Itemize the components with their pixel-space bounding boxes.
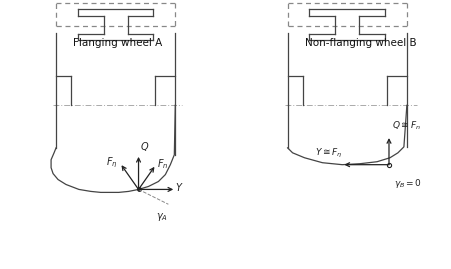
Text: $\gamma_A$: $\gamma_A$: [156, 211, 168, 223]
Text: Flanging wheel A: Flanging wheel A: [73, 38, 162, 48]
Text: Non-flanging wheel B: Non-flanging wheel B: [304, 38, 416, 48]
Text: $\gamma_B = 0$: $\gamma_B = 0$: [394, 176, 422, 190]
Text: Y: Y: [175, 183, 181, 193]
Text: $F_{n}$: $F_{n}$: [157, 157, 169, 171]
Text: Q: Q: [141, 142, 148, 152]
Text: $F_{\eta}$: $F_{\eta}$: [106, 155, 118, 170]
Text: $Q \cong F_n$: $Q \cong F_n$: [392, 119, 421, 132]
Text: $Y \cong F_{\eta}$: $Y \cong F_{\eta}$: [315, 147, 342, 160]
